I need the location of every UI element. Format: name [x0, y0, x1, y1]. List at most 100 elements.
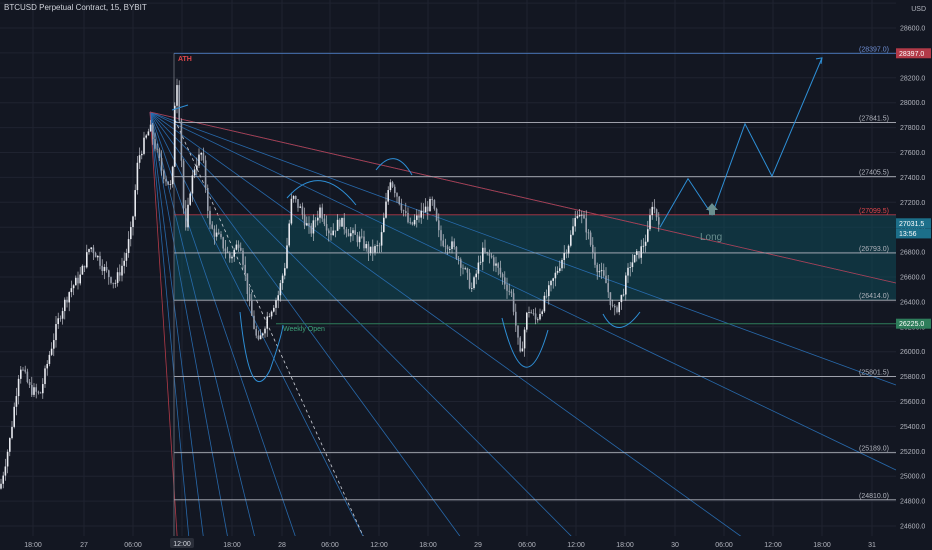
candle [147, 128, 150, 136]
candle-body [620, 294, 623, 303]
candle [561, 258, 563, 272]
candle-body [519, 337, 521, 352]
candle-body [427, 206, 429, 212]
time-tick-label: 18:00 [813, 542, 831, 549]
candle [262, 332, 264, 339]
candle-body [468, 272, 471, 289]
candle-body [160, 158, 163, 171]
candle-body [462, 267, 464, 269]
fan-line [149, 111, 471, 550]
candle [66, 296, 68, 308]
candle-body [416, 215, 418, 220]
candle-body [231, 256, 233, 259]
candle-body [22, 369, 24, 371]
candle-body [477, 262, 480, 274]
candle [369, 246, 372, 256]
candle [440, 225, 442, 247]
candle [284, 262, 286, 280]
candle [495, 256, 497, 273]
fib-level-label: (27841.5) [859, 115, 889, 122]
candle-body [407, 212, 409, 223]
price-tick-label: 28600.0 [900, 26, 925, 33]
candle [26, 368, 29, 384]
candle [565, 249, 568, 259]
candle-body [429, 198, 431, 212]
price-tag: 13:56 [896, 228, 931, 239]
candle-body [185, 208, 187, 228]
candle-body [112, 282, 114, 284]
candle [424, 198, 427, 213]
candle-body [246, 273, 249, 295]
price-tag-bg [896, 218, 931, 229]
candle-body [378, 245, 381, 247]
candle [554, 266, 557, 287]
fib-level-label: (24810.0) [859, 493, 889, 500]
candle [251, 291, 253, 316]
candle [28, 378, 31, 389]
candle [108, 269, 110, 285]
candle [380, 224, 383, 253]
fan-line [149, 111, 897, 471]
candle-body [640, 246, 642, 258]
candle [466, 267, 469, 280]
candle [167, 181, 169, 186]
candle [79, 267, 81, 286]
candle [268, 313, 271, 318]
fan-line [149, 111, 206, 550]
candle-body [125, 253, 128, 261]
candles [0, 78, 660, 490]
candle [2, 471, 4, 489]
candle [325, 215, 328, 236]
candle [143, 131, 145, 156]
candle-body [578, 214, 581, 217]
candle [288, 219, 290, 248]
candle-body [572, 226, 574, 235]
candle-body [33, 387, 35, 395]
candle [231, 254, 233, 263]
candle-body [158, 149, 161, 159]
candle [358, 231, 361, 249]
candle [314, 217, 317, 228]
candle [587, 229, 590, 240]
candle-body [653, 206, 656, 210]
candle [99, 251, 101, 270]
candle-body [13, 406, 15, 427]
candle-body [347, 233, 350, 237]
candle [490, 253, 493, 259]
candle [622, 288, 625, 297]
candle [427, 201, 429, 220]
candle-body [651, 206, 653, 216]
candle-body [633, 254, 636, 263]
candle [130, 221, 132, 247]
candle [191, 170, 194, 202]
candle-body [638, 251, 640, 258]
candle-body [215, 232, 218, 237]
chart-title: BTCUSD Perpetual Contract, 15, BYBIT [4, 3, 147, 12]
candle-body [596, 264, 598, 273]
time-cursor-pill [170, 538, 194, 548]
candle-body [108, 270, 110, 278]
candle [453, 238, 455, 250]
candle-body [103, 266, 106, 272]
candle-body [154, 139, 156, 149]
time-tick-label: 12:00 [764, 542, 782, 549]
candle-body [385, 201, 387, 218]
candle [68, 291, 70, 312]
candle-body [548, 285, 550, 297]
price-tag-text: 26225.0 [899, 321, 924, 328]
candle [343, 212, 345, 235]
candle [301, 202, 304, 220]
candle [174, 102, 176, 167]
candle [497, 262, 499, 276]
candle-body [292, 196, 295, 199]
candle-body [152, 124, 154, 140]
candle [270, 310, 273, 320]
candle-body [200, 152, 202, 155]
candle [350, 227, 352, 243]
price-axis: 24600.0 24800.0 25000.0 25200.0 25400.0 25600… [896, 0, 932, 550]
candle-body [57, 318, 59, 325]
candle [101, 259, 103, 275]
candle [273, 304, 275, 313]
candle [512, 288, 515, 316]
